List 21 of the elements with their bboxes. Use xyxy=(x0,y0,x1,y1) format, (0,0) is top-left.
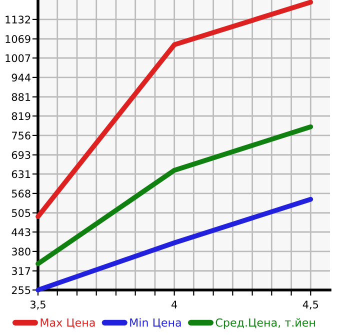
y-tick-label: 255 xyxy=(12,286,30,294)
y-tick-label: 1007 xyxy=(6,54,30,62)
y-tick-label: 443 xyxy=(12,228,30,236)
legend-label: Сред.Цена, т.йен xyxy=(216,318,315,329)
y-tick-label: 1069 xyxy=(6,35,30,43)
y-tick-label: 631 xyxy=(12,170,30,178)
y-tick-label: 819 xyxy=(12,112,30,120)
y-tick-label: 505 xyxy=(12,209,30,217)
y-tick-label: 568 xyxy=(12,190,30,198)
legend-label: Max Цена xyxy=(40,318,95,328)
y-tick-label: 944 xyxy=(12,74,30,82)
y-tick-label: 693 xyxy=(12,151,30,159)
y-tick-label: 317 xyxy=(12,267,30,275)
x-tick-label: 4 xyxy=(172,300,178,308)
x-tick-label: 4,5 xyxy=(302,300,318,310)
x-tick-label: 3,5 xyxy=(30,300,46,310)
y-tick-label: 1132 xyxy=(6,16,30,24)
y-tick-label: 881 xyxy=(12,93,30,101)
legend-label: Min Цена xyxy=(130,318,181,328)
y-tick-label: 756 xyxy=(12,132,30,140)
y-tick-label: 380 xyxy=(12,248,30,256)
